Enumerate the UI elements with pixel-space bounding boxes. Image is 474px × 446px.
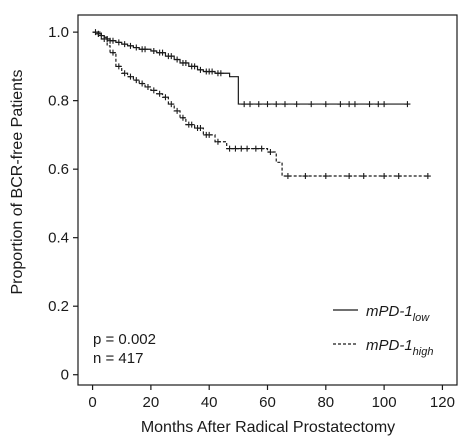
censor-mark-low	[109, 37, 116, 44]
censor-mark-high	[244, 145, 251, 152]
censor-mark-high	[95, 30, 102, 37]
legend-label-low-main: mPD-1	[366, 303, 413, 320]
censor-mark-high	[109, 49, 116, 56]
censor-mark-high	[174, 107, 181, 114]
censor-mark-low	[241, 101, 248, 108]
censor-mark-high	[162, 94, 169, 101]
censor-mark-low	[182, 59, 189, 66]
censor-mark-high	[179, 114, 186, 121]
censor-mark-high	[139, 80, 146, 87]
censor-mark-high	[381, 173, 388, 180]
censor-mark-low	[351, 101, 358, 108]
censor-mark-low	[293, 101, 300, 108]
y-tick-label: 1.0	[48, 24, 69, 41]
x-tick-label: 40	[201, 394, 218, 411]
x-tick-label: 60	[259, 394, 276, 411]
censor-mark-high	[115, 63, 122, 70]
x-tick-label: 120	[430, 394, 455, 411]
censor-mark-high	[258, 145, 265, 152]
censor-mark-high	[144, 83, 151, 90]
censor-mark-high	[101, 35, 108, 42]
censor-mark-high	[121, 70, 128, 77]
censor-mark-high	[346, 173, 353, 180]
censor-mark-low	[308, 101, 315, 108]
censor-mark-low	[281, 101, 288, 108]
y-tick-label: 0.8	[48, 93, 69, 110]
censor-mark-low	[121, 41, 128, 48]
sample-size-text: n = 417	[93, 350, 143, 367]
censor-mark-high	[127, 73, 134, 80]
y-axis-ticks: 0 0.2 0.4 0.6 0.8 1.0	[48, 24, 78, 384]
censor-mark-high	[424, 173, 431, 180]
y-tick-label: 0.4	[48, 230, 69, 247]
censor-mark-low	[255, 101, 262, 108]
censor-mark-low	[366, 101, 373, 108]
censor-mark-low	[217, 70, 224, 77]
y-tick-label: 0	[61, 367, 69, 384]
legend-label-high: mPD-1high	[366, 337, 433, 358]
censor-mark-high	[197, 125, 204, 132]
censor-mark-low	[174, 56, 181, 63]
censor-mark-low	[273, 101, 280, 108]
plot-frame	[77, 14, 458, 386]
censor-mark-high	[150, 87, 157, 94]
legend-label-low: mPD-1low	[366, 303, 430, 324]
censor-mark-low	[381, 101, 388, 108]
censor-mark-high	[226, 145, 233, 152]
censor-mark-low	[168, 53, 175, 60]
censor-mark-high	[156, 90, 163, 97]
censor-mark-high	[214, 138, 221, 145]
censor-mark-low	[247, 101, 254, 108]
p-value-text: p = 0.002	[93, 331, 156, 348]
legend-label-high-sub: high	[413, 346, 434, 358]
censor-mark-high	[395, 173, 402, 180]
censor-mark-low	[337, 101, 344, 108]
censor-mark-low	[197, 66, 204, 73]
x-axis-title: Months After Radical Prostatectomy	[141, 419, 395, 436]
censor-mark-high	[267, 149, 274, 156]
censor-mark-low	[322, 101, 329, 108]
censor-mark-low	[115, 39, 122, 46]
legend-label-high-main: mPD-1	[366, 337, 413, 354]
censor-mark-low	[375, 101, 382, 108]
censor-mark-low	[133, 44, 140, 51]
censor-mark-low	[264, 101, 271, 108]
y-tick-label: 0.2	[48, 298, 69, 315]
censor-mark-high	[188, 121, 195, 128]
censor-mark-high	[252, 145, 259, 152]
censor-mark-low	[150, 47, 157, 54]
censor-mark-high	[133, 77, 140, 84]
censor-mark-high	[284, 173, 291, 180]
censor-mark-high	[168, 101, 175, 108]
censor-mark-low	[404, 101, 411, 108]
censor-mark-low	[191, 63, 198, 70]
censor-mark-high	[232, 145, 239, 152]
censor-mark-high	[322, 173, 329, 180]
x-tick-label: 20	[143, 394, 160, 411]
censor-mark-low	[209, 68, 216, 75]
x-tick-label: 80	[317, 394, 334, 411]
legend-label-low-sub: low	[413, 312, 431, 324]
x-tick-label: 0	[88, 394, 96, 411]
censor-marks	[92, 29, 431, 180]
censor-mark-high	[238, 145, 245, 152]
series-line-low	[92, 31, 408, 105]
legend: mPD-1low mPD-1high	[333, 303, 433, 358]
censor-mark-high	[360, 173, 367, 180]
x-tick-label: 100	[372, 394, 397, 411]
censor-mark-high	[302, 173, 309, 180]
y-axis-title: Proportion of BCR-free Patients	[9, 70, 26, 295]
censor-mark-high	[206, 131, 213, 138]
censor-mark-low	[142, 46, 149, 53]
censor-mark-low	[159, 49, 166, 56]
y-tick-label: 0.6	[48, 161, 69, 178]
censor-mark-low	[346, 101, 353, 108]
censor-mark-low	[127, 42, 134, 49]
x-axis-ticks: 0 20 40 60 80 100 120	[88, 385, 455, 411]
